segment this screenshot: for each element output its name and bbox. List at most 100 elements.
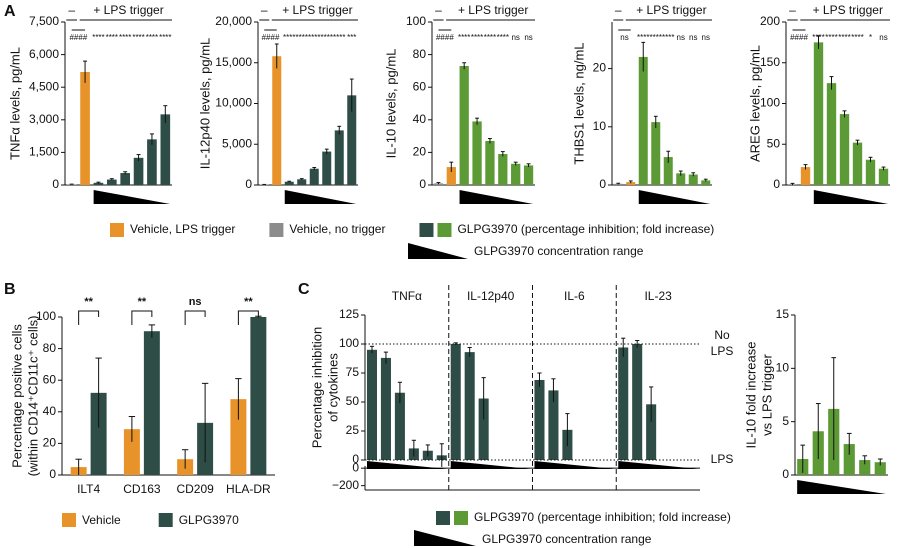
significance: **** [283,33,295,42]
bar [874,462,886,475]
significance: **** [484,33,496,42]
header-plus: + LPS trigger [458,3,528,17]
header-plus: + LPS trigger [282,3,352,17]
y-tick-label: 10 [776,361,790,375]
legend-label: GLPG3970 (percentage inhibition; fold in… [457,222,714,236]
significance: **** [838,33,850,42]
y-tick-label: 125 [339,307,359,321]
y-tick-label: 50 [767,136,781,150]
bar [859,460,871,475]
y-tick-label: 0 [49,467,56,481]
y-tick-label: 10 [593,119,607,133]
header-minus: – [261,3,268,17]
significance: **** [825,33,837,42]
bar [878,168,889,185]
y-tick-label: 1,500 [29,145,59,159]
group-label: IL-23 [644,289,672,303]
significance: ns [511,33,519,42]
y-tick-label: 40 [413,112,427,126]
legend-swatch [158,513,173,527]
header-plus: + LPS trigger [813,3,883,17]
y-axis-label: TNFα levels, pg/mL [7,47,22,160]
panel-label: C [298,281,310,298]
legend-label: Vehicle, LPS trigger [130,222,235,236]
bar [80,71,90,185]
y-tick-label: 20 [413,145,427,159]
bar [618,347,629,460]
legend-swatch [419,223,434,237]
header-minus: – [615,3,622,17]
significance: #### [69,33,87,42]
y-tick-label: 0 [782,467,789,481]
group-label: IL-6 [564,289,585,303]
significance: *** [347,33,356,42]
reference-label: LPS [711,452,734,466]
y-tick-label: 100 [36,309,56,323]
header-minus: – [435,3,442,17]
y-tick-label: 0 [352,452,359,466]
significance: **** [851,33,863,42]
y-tick-label: 25 [346,423,360,437]
bar [800,167,811,185]
concentration-wedge [618,461,698,469]
bar [651,122,661,185]
concentration-wedge [367,461,447,469]
significance: **** [650,33,662,42]
y-tick-label: 0 [52,177,59,191]
bar [284,181,294,185]
y-tick-label: 0 [599,177,606,191]
legend-label: Vehicle, no trigger [289,222,385,236]
significance: ns [189,296,202,308]
bar [464,352,475,460]
significance: ns [689,33,697,42]
bar [826,83,837,185]
y-tick-label: 75 [346,365,360,379]
significance: **** [333,33,345,42]
group-label: TNFα [392,289,422,303]
bar [511,163,521,185]
significance: ns [879,33,887,42]
significance: ns [702,33,710,42]
y-axis-label: THBS1 levels, ng/mL [571,42,586,164]
concentration-wedge [450,461,531,469]
header-minus: – [789,3,796,17]
significance: **** [458,33,470,42]
bar [394,392,405,460]
y-axis-label: Percentage positive cells [9,324,24,468]
y-axis-label: IL-10 levels, pg/mL [383,49,398,159]
sig-bracket [237,310,259,325]
legend-label: GLPG3970 concentration range [474,244,644,258]
y-tick-label: 15 [776,307,790,321]
bar [478,398,489,460]
significance: ** [138,296,147,308]
y-tick-label: 10,000 [215,96,252,110]
bar [309,168,319,185]
legend-swatch [62,513,76,527]
bar [123,429,140,475]
y-tick-label: 4,500 [29,79,59,93]
bar [90,392,107,475]
bar [380,357,391,460]
concentration-wedge [534,461,615,469]
legend-swatch [436,511,450,525]
bar [347,95,357,185]
bar [297,179,307,185]
significance: ns [524,33,532,42]
bar [334,130,344,185]
significance: #### [790,33,808,42]
significance: **** [106,33,118,42]
significance: #### [262,33,280,42]
y-axis-label: vs LPS trigger [759,354,774,436]
y-axis-label: of cytokines [325,353,340,422]
bar [446,167,456,185]
sig-bracket [131,310,153,325]
y-tick-label: 20 [43,436,57,450]
significance: #### [436,33,454,42]
header-plus: + LPS trigger [93,3,163,17]
bar [865,159,876,185]
legend-label: GLPG3970 concentration range [482,532,652,546]
concentration-wedge [638,190,711,204]
significance: **** [119,33,131,42]
y-tick-label: 80 [43,341,57,355]
